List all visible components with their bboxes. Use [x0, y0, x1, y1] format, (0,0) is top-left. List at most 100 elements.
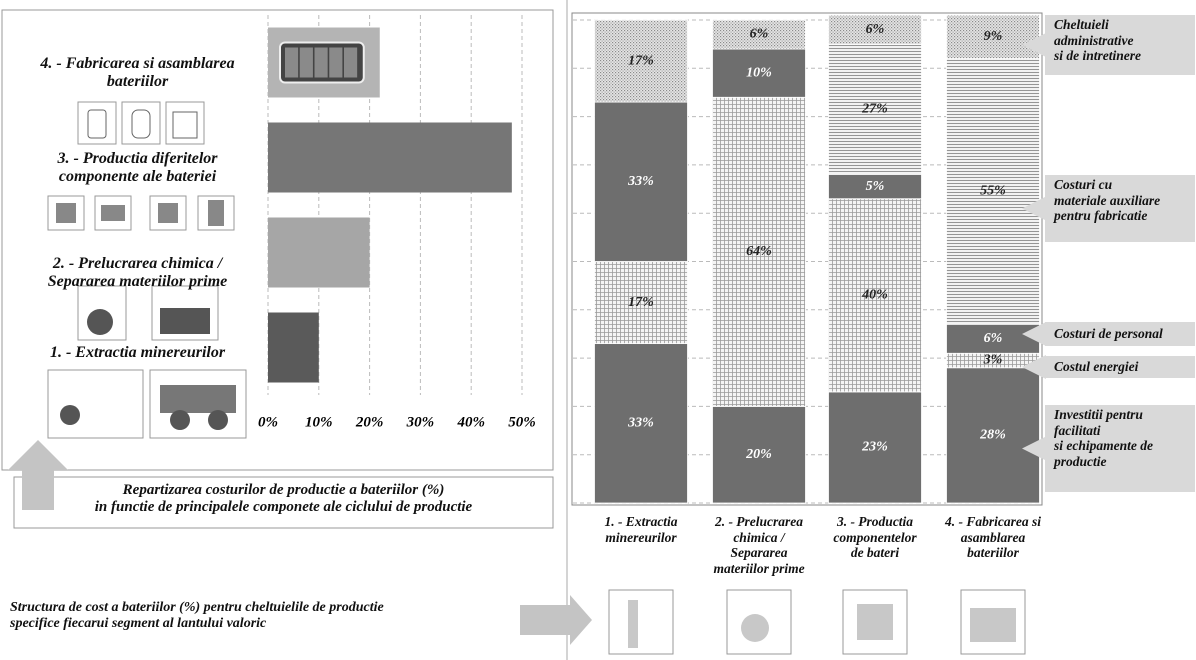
category-label: 4. - Fabricarea si asamblarea bateriilor — [945, 514, 1041, 561]
battery-cell — [329, 47, 343, 78]
battery-cell — [285, 47, 299, 78]
battery-cell — [299, 47, 313, 78]
value-label: 5% — [866, 179, 885, 194]
bar — [268, 312, 319, 383]
bar-segment — [828, 198, 922, 393]
glyph — [101, 205, 125, 221]
category-label: 3. - Productia diferitelor componente al… — [57, 150, 218, 186]
bar-segment — [712, 405, 806, 504]
legend-box — [1045, 322, 1195, 346]
category-label: 2. - Prelucrarea chimica / Separarea mat… — [47, 255, 228, 291]
right-caption: Structura de cost a bateriilor (%) pentr… — [10, 600, 384, 632]
value-label: 55% — [980, 184, 1006, 199]
icon — [608, 589, 674, 655]
value-label: 9% — [984, 29, 1003, 44]
value-label: 6% — [866, 22, 885, 37]
value-label: 33% — [627, 416, 654, 431]
value-label: 17% — [628, 295, 654, 310]
legend-box — [1045, 15, 1195, 75]
icons — [47, 101, 1026, 655]
glyph — [208, 410, 228, 430]
legend-box — [1045, 405, 1195, 492]
legend-box — [1045, 175, 1195, 242]
legend-pointer — [1022, 355, 1046, 379]
x-tick-label: 40% — [456, 414, 485, 430]
icon-glyphs — [56, 109, 1016, 648]
value-label: 20% — [745, 447, 772, 462]
glyph — [87, 309, 113, 335]
value-label: 6% — [750, 27, 769, 42]
category-label: 2. - Prelucrarea chimica / Separarea mat… — [713, 514, 805, 576]
legend-item: Investitii pentru facilitati si echipame… — [1054, 407, 1153, 469]
glyph — [970, 608, 1016, 642]
icon — [47, 195, 85, 231]
glyph — [56, 203, 76, 223]
value-label: 10% — [746, 65, 772, 80]
bar-segment — [712, 96, 806, 407]
icon — [197, 195, 235, 231]
x-tick-label: 10% — [305, 414, 333, 430]
bar-segment — [828, 391, 922, 504]
glyph — [160, 385, 236, 413]
value-label: 33% — [627, 174, 654, 189]
icon — [842, 589, 908, 655]
x-tick-label: 30% — [406, 414, 435, 430]
x-tick-label: 50% — [508, 414, 536, 430]
x-tick-label: 20% — [355, 414, 384, 430]
icon — [121, 101, 161, 145]
legend-pointer — [1022, 33, 1046, 57]
icon — [77, 101, 117, 145]
bar-segment — [594, 343, 688, 504]
glyph — [160, 308, 210, 334]
legend-pointer — [1022, 436, 1046, 461]
glyph — [158, 203, 178, 223]
legend-box — [1045, 356, 1195, 378]
bar-segment — [828, 14, 922, 45]
value-label: 64% — [746, 244, 772, 259]
bar-segment — [712, 19, 806, 50]
legend-item: Cheltuieli administrative si de intretin… — [1054, 17, 1141, 64]
left-panel — [1, 9, 554, 471]
bar-segment — [946, 367, 1040, 504]
value-label: 28% — [979, 428, 1006, 443]
category-label: 1. - Extractia minereurilor — [49, 344, 226, 361]
glyph — [172, 111, 198, 139]
glyph — [60, 405, 80, 425]
icon — [151, 285, 219, 341]
x-tick-label: 0% — [258, 414, 278, 430]
bar-segment — [946, 323, 1040, 354]
icon — [149, 195, 187, 231]
category-label: 1. - Extractia minereurilor — [604, 514, 678, 545]
icon — [960, 589, 1026, 655]
right-arrow — [520, 595, 592, 645]
legend-item: Costul energiei — [1054, 359, 1139, 374]
icon — [165, 101, 205, 145]
legend-pointer — [1022, 322, 1046, 346]
value-label: 3% — [983, 353, 1003, 368]
glyph — [208, 200, 224, 226]
value-label: 6% — [984, 331, 1003, 346]
glyph — [628, 600, 638, 648]
bar-segment — [594, 101, 688, 262]
bar-segment — [594, 19, 688, 103]
value-label: 27% — [861, 102, 888, 117]
category-label: 4. - Fabricarea si asamblarea bateriilor — [40, 55, 235, 91]
icon — [726, 589, 792, 655]
category-label: 3. - Productia componentelor de bateri — [833, 514, 917, 561]
legend-pointer — [1022, 196, 1046, 221]
value-label: 40% — [861, 288, 888, 303]
value-label: 23% — [861, 440, 888, 455]
glyph — [741, 614, 769, 642]
icon — [77, 285, 127, 341]
bar — [268, 122, 512, 193]
legend-item: Costuri de personal — [1054, 326, 1163, 341]
icon — [47, 369, 144, 439]
glyph — [857, 604, 893, 640]
bar-segment — [946, 14, 1040, 60]
up-arrow — [8, 440, 68, 510]
icon — [94, 195, 132, 231]
battery-cell — [344, 47, 358, 78]
glyph — [87, 109, 107, 139]
